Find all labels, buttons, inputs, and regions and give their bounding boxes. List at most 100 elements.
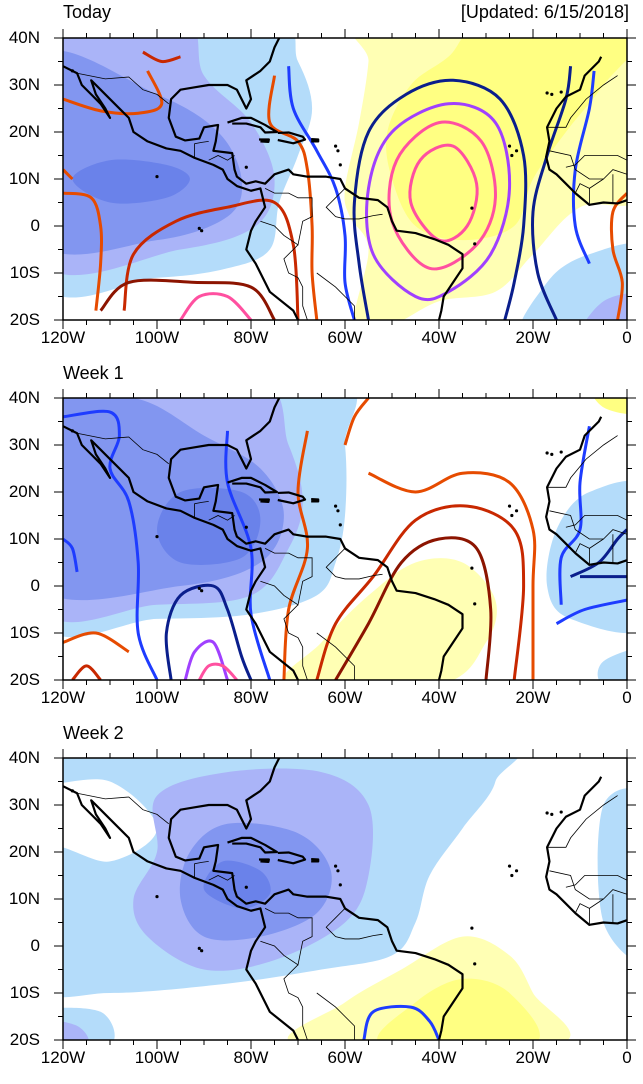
- lat-label: 20S: [9, 670, 40, 689]
- coastline: [277, 851, 307, 865]
- island: [197, 226, 201, 230]
- map-panel-today: [54, 29, 636, 329]
- lat-label: 20N: [8, 842, 40, 861]
- lon-label: 20W: [515, 328, 551, 347]
- island: [507, 864, 512, 868]
- lat-label: 0: [30, 936, 40, 955]
- lon-label: 20W: [515, 1048, 551, 1067]
- anomaly-shading: [283, 558, 497, 680]
- island: [244, 165, 248, 169]
- lon-label: 100W: [134, 328, 180, 347]
- island: [334, 144, 338, 148]
- contour-line: [122, 198, 300, 320]
- contour-line: [183, 639, 229, 680]
- anomaly-shading: [72, 159, 190, 204]
- country-border: [283, 964, 308, 1040]
- lat-label: 40N: [8, 748, 40, 767]
- island: [514, 149, 519, 153]
- panel-title-week1: Week 1: [63, 363, 124, 383]
- coastline: [545, 56, 627, 206]
- coastline: [63, 785, 299, 1040]
- country-border: [547, 75, 618, 128]
- island: [507, 144, 512, 148]
- coastline: [277, 491, 307, 505]
- contour-line: [267, 75, 319, 320]
- island: [338, 523, 342, 527]
- country-border: [260, 548, 313, 606]
- island: [197, 586, 201, 590]
- coastline: [258, 858, 270, 863]
- island: [473, 602, 477, 606]
- lon-label: 60W: [327, 328, 363, 347]
- island: [200, 589, 204, 593]
- island: [334, 864, 338, 868]
- country-border: [325, 548, 383, 580]
- island: [338, 883, 342, 887]
- country-border: [208, 875, 235, 881]
- country-border: [565, 875, 627, 888]
- lon-label: 80W: [233, 688, 269, 707]
- contour-line: [282, 430, 309, 680]
- country-border: [565, 155, 627, 168]
- lat-label: 40N: [8, 388, 40, 407]
- island: [510, 513, 514, 518]
- island: [200, 229, 204, 233]
- island: [470, 206, 474, 210]
- island: [559, 450, 563, 454]
- island: [155, 535, 159, 539]
- lat-label: 20N: [8, 122, 40, 141]
- island: [155, 895, 159, 899]
- country-border: [547, 795, 618, 848]
- island: [155, 175, 159, 179]
- country-border: [77, 432, 169, 465]
- lon-label: 100W: [134, 1048, 180, 1067]
- contour-line: [63, 409, 159, 680]
- contour-line: [224, 430, 272, 680]
- country-border: [316, 632, 355, 680]
- island: [244, 885, 248, 889]
- contour-line: [367, 471, 537, 680]
- country-border: [574, 543, 590, 554]
- island: [550, 452, 554, 456]
- panel-title-week2: Week 2: [63, 723, 124, 743]
- contour-line: [609, 192, 627, 320]
- lat-label: 10S: [9, 263, 40, 282]
- island: [489, 681, 492, 684]
- contour-line: [287, 66, 356, 320]
- map-panel-week1: [54, 389, 636, 689]
- anomaly-shading: [597, 650, 627, 680]
- contour-line: [63, 168, 74, 181]
- country-border: [547, 435, 618, 488]
- lat-label: 10N: [8, 889, 40, 908]
- contour-line: [362, 1004, 441, 1040]
- island: [507, 504, 512, 508]
- island: [244, 525, 248, 529]
- lon-label: 100W: [134, 688, 180, 707]
- lon-label: 0: [622, 1048, 632, 1067]
- country-border: [194, 861, 209, 878]
- contour-line: [63, 70, 164, 116]
- map-content: [63, 38, 627, 320]
- island: [473, 242, 477, 246]
- coastline: [545, 416, 627, 566]
- contour-line: [63, 537, 79, 573]
- contour-line: [63, 191, 103, 311]
- contour-line: [558, 425, 591, 605]
- island: [70, 789, 74, 793]
- contour-line: [99, 278, 276, 320]
- anomaly-shading: [597, 788, 627, 956]
- country-border: [589, 898, 604, 925]
- coastline: [227, 476, 278, 494]
- lon-label: 80W: [233, 1048, 269, 1067]
- contour-line: [142, 50, 181, 64]
- contour-line: [71, 664, 102, 680]
- map-panel-week2: [54, 749, 636, 1049]
- lat-label: 10N: [8, 529, 40, 548]
- country-border: [260, 908, 313, 966]
- island: [550, 812, 554, 816]
- country-border: [574, 183, 590, 194]
- panel-title-today: Today: [63, 2, 112, 22]
- lat-label: 20S: [9, 1030, 40, 1049]
- coastline: [311, 497, 320, 503]
- contour-line: [408, 143, 479, 243]
